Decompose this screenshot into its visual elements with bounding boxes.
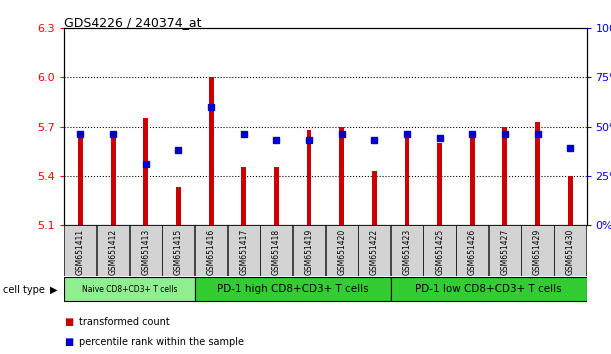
Text: GSM651426: GSM651426	[468, 228, 477, 275]
FancyBboxPatch shape	[64, 278, 195, 301]
Text: GSM651412: GSM651412	[109, 228, 118, 274]
Bar	[274, 167, 279, 225]
Text: ■: ■	[64, 337, 73, 347]
Text: GSM651429: GSM651429	[533, 228, 542, 275]
Text: GDS4226 / 240374_at: GDS4226 / 240374_at	[64, 16, 202, 29]
FancyBboxPatch shape	[489, 225, 521, 276]
Text: Naive CD8+CD3+ T cells: Naive CD8+CD3+ T cells	[82, 285, 177, 294]
FancyBboxPatch shape	[554, 225, 586, 276]
Text: GSM651415: GSM651415	[174, 228, 183, 275]
Text: GSM651419: GSM651419	[304, 228, 313, 275]
FancyBboxPatch shape	[260, 225, 293, 276]
Text: PD-1 low CD8+CD3+ T cells: PD-1 low CD8+CD3+ T cells	[415, 284, 562, 295]
Bar	[307, 130, 312, 225]
FancyBboxPatch shape	[391, 225, 423, 276]
Text: GSM651427: GSM651427	[500, 228, 510, 275]
Text: GSM651423: GSM651423	[403, 228, 411, 275]
FancyBboxPatch shape	[97, 225, 129, 276]
Bar	[535, 122, 540, 225]
Bar	[176, 187, 181, 225]
Text: GSM651422: GSM651422	[370, 228, 379, 274]
Bar	[568, 176, 573, 225]
Text: GSM651416: GSM651416	[207, 228, 216, 275]
Bar	[372, 171, 377, 225]
Text: GSM651425: GSM651425	[435, 228, 444, 275]
Text: cell type: cell type	[3, 285, 45, 295]
FancyBboxPatch shape	[390, 278, 587, 301]
Bar	[78, 131, 83, 225]
Text: percentile rank within the sample: percentile rank within the sample	[79, 337, 244, 347]
Bar	[502, 126, 507, 225]
Text: GSM651420: GSM651420	[337, 228, 346, 275]
Bar	[470, 135, 475, 225]
FancyBboxPatch shape	[326, 225, 357, 276]
FancyBboxPatch shape	[130, 225, 162, 276]
Bar	[144, 118, 148, 225]
Bar	[111, 131, 115, 225]
Text: GSM651413: GSM651413	[141, 228, 150, 275]
Text: GSM651418: GSM651418	[272, 228, 281, 274]
FancyBboxPatch shape	[195, 225, 227, 276]
FancyBboxPatch shape	[358, 225, 390, 276]
Text: GSM651411: GSM651411	[76, 228, 85, 274]
Text: GSM651430: GSM651430	[566, 228, 575, 275]
FancyBboxPatch shape	[456, 225, 488, 276]
Bar	[241, 167, 246, 225]
Text: GSM651417: GSM651417	[240, 228, 248, 275]
FancyBboxPatch shape	[64, 225, 97, 276]
Text: ▶: ▶	[50, 285, 57, 295]
Bar	[339, 126, 344, 225]
Bar	[208, 78, 213, 225]
Bar	[437, 143, 442, 225]
FancyBboxPatch shape	[195, 278, 390, 301]
Text: PD-1 high CD8+CD3+ T cells: PD-1 high CD8+CD3+ T cells	[217, 284, 368, 295]
FancyBboxPatch shape	[521, 225, 554, 276]
FancyBboxPatch shape	[163, 225, 194, 276]
Bar	[404, 135, 409, 225]
Text: ■: ■	[64, 317, 73, 327]
Text: transformed count: transformed count	[79, 317, 170, 327]
FancyBboxPatch shape	[227, 225, 260, 276]
FancyBboxPatch shape	[423, 225, 456, 276]
FancyBboxPatch shape	[293, 225, 325, 276]
